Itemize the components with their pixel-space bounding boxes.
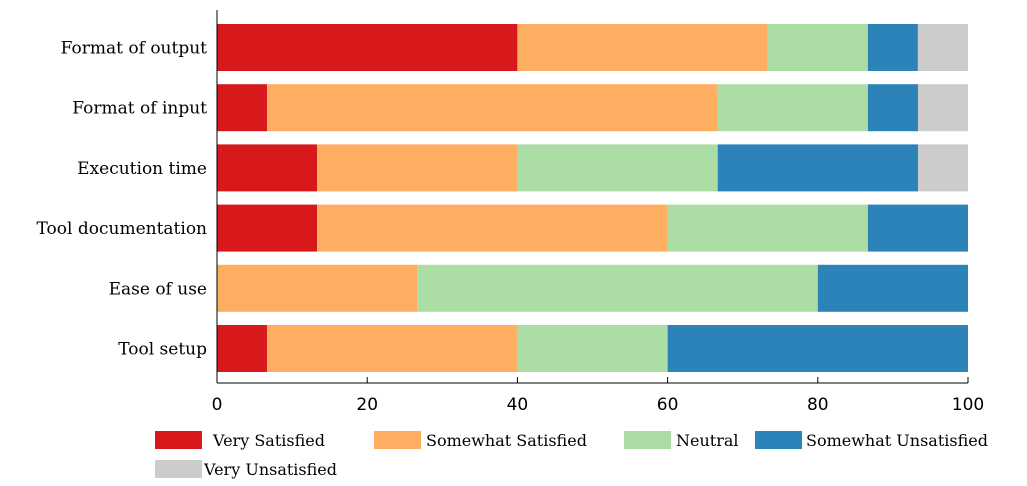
legend-swatch-very-unsatisfied <box>155 460 202 478</box>
bar-format-of-output-somewhat-unsatisfied <box>867 24 918 71</box>
legend: Very Satisfied Somewhat Satisfied Neutral S… <box>155 431 988 479</box>
bar-tool-setup-neutral <box>517 325 668 372</box>
bar-execution-time-neutral <box>517 144 718 192</box>
bar-format-of-output-very-satisfied <box>217 24 518 71</box>
legend-label-very-unsatisfied: Very Unsatisfied <box>203 460 337 479</box>
bar-ease-of-use-somewhat-unsatisfied <box>817 264 968 312</box>
category-label: Format of input <box>72 99 207 119</box>
bar-format-of-input-somewhat-satisfied <box>267 84 718 132</box>
legend-swatch-somewhat-satisfied <box>374 431 421 449</box>
bar-tool-documentation-somewhat-unsatisfied <box>867 204 968 252</box>
x-tick-label: 0 <box>212 395 223 415</box>
category-label: Execution time <box>77 159 207 179</box>
x-tick-label: 40 <box>507 395 529 415</box>
category-label: Ease of use <box>109 279 207 299</box>
bar-tool-setup-somewhat-satisfied <box>267 325 518 372</box>
legend-swatch-somewhat-unsatisfied <box>755 431 802 449</box>
bar-format-of-input-very-unsatisfied <box>917 84 968 132</box>
bar-tool-documentation-very-satisfied <box>217 204 318 252</box>
category-label: Tool setup <box>118 340 207 360</box>
legend-label-somewhat-unsatisfied: Somewhat Unsatisfied <box>806 431 988 450</box>
bar-format-of-output-neutral <box>767 24 868 71</box>
bar-tool-documentation-somewhat-satisfied <box>317 204 668 252</box>
bar-execution-time-somewhat-satisfied <box>317 144 518 192</box>
legend-label-somewhat-satisfied: Somewhat Satisfied <box>426 431 587 450</box>
category-label: Format of output <box>61 39 207 59</box>
legend-swatch-neutral <box>624 431 671 449</box>
legend-label-very-satisfied: Very Satisfied <box>212 431 325 450</box>
bar-tool-setup-somewhat-unsatisfied <box>667 325 968 372</box>
bar-tool-setup-very-satisfied <box>217 325 268 372</box>
legend-swatch-very-satisfied <box>155 431 202 449</box>
x-tick-label: 60 <box>657 395 679 415</box>
bar-execution-time-very-satisfied <box>217 144 318 192</box>
x-tick-label: 20 <box>356 395 378 415</box>
legend-label-neutral: Neutral <box>676 431 739 450</box>
bar-format-of-output-very-unsatisfied <box>917 24 968 71</box>
bar-execution-time-very-unsatisfied <box>917 144 968 192</box>
bar-ease-of-use-somewhat-satisfied <box>217 264 418 312</box>
bar-ease-of-use-neutral <box>417 264 818 312</box>
axes-layer: Format of output Format of input Execution… <box>37 10 984 415</box>
bar-tool-documentation-neutral <box>667 204 868 252</box>
bars-layer <box>217 24 968 372</box>
x-tick-label: 100 <box>952 395 984 415</box>
bar-format-of-input-somewhat-unsatisfied <box>867 84 918 132</box>
category-label: Tool documentation <box>37 219 208 239</box>
x-tick-label: 80 <box>807 395 829 415</box>
bar-format-of-input-very-satisfied <box>217 84 268 132</box>
bar-execution-time-somewhat-unsatisfied <box>717 144 918 192</box>
bar-format-of-output-somewhat-satisfied <box>517 24 768 71</box>
bar-format-of-input-neutral <box>717 84 868 132</box>
